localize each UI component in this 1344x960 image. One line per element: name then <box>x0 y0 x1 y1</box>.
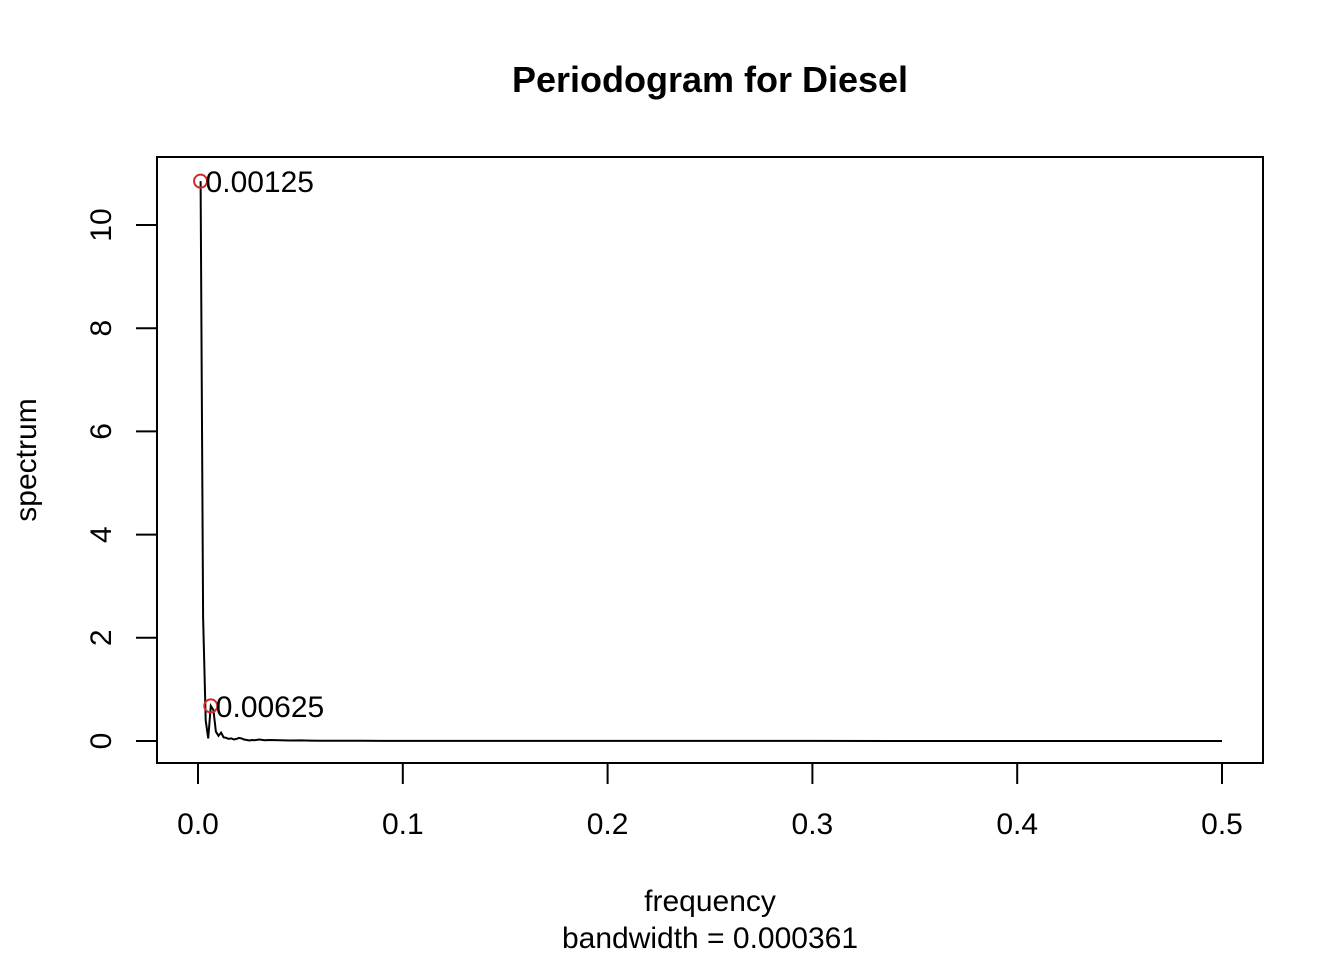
y-axis-label: spectrum <box>10 398 43 521</box>
chart-title: Periodogram for Diesel <box>512 59 908 100</box>
x-tick-label: 0.4 <box>996 808 1038 841</box>
x-axis-sublabel: bandwidth = 0.000361 <box>562 922 858 955</box>
spectrum-line <box>199 181 1222 742</box>
x-tick-label: 0.1 <box>382 808 424 841</box>
peak-annotations: 0.00125 0.00625 <box>193 166 324 724</box>
peak-marker <box>193 173 209 189</box>
y-axis: 0 2 4 6 8 10 <box>85 208 158 750</box>
peak-marker <box>203 698 219 714</box>
peak-label: 0.00125 <box>206 166 314 199</box>
x-tick-label: 0.3 <box>792 808 834 841</box>
x-tick-label: 0.5 <box>1201 808 1243 841</box>
x-axis-label: frequency <box>644 885 776 918</box>
y-tick-label: 8 <box>85 320 118 337</box>
y-tick-label: 4 <box>85 526 118 543</box>
x-axis: 0.0 0.1 0.2 0.3 0.4 0.5 <box>177 762 1243 841</box>
x-tick-label: 0.0 <box>177 808 219 841</box>
x-tick-label: 0.2 <box>587 808 629 841</box>
peak-label: 0.00625 <box>216 691 324 724</box>
y-tick-label: 10 <box>85 208 118 241</box>
y-tick-label: 0 <box>85 733 118 750</box>
y-tick-label: 6 <box>85 423 118 440</box>
y-tick-label: 2 <box>85 629 118 646</box>
plot-frame <box>156 156 1264 764</box>
